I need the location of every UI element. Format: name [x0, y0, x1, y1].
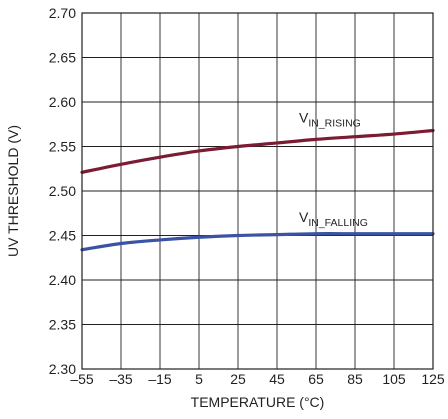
- x-tick-label: –15: [148, 371, 172, 387]
- series-line-vin-falling: [80, 232, 435, 252]
- y-tick-label: 2.65: [49, 50, 76, 66]
- y-tick-label: 2.35: [49, 317, 76, 333]
- y-tick-label: 2.70: [49, 5, 76, 21]
- x-tick-label: –55: [70, 371, 94, 387]
- y-axis-title: UV THRESHOLD (V): [5, 125, 21, 257]
- series-label-vin-rising: VIN_RISING: [299, 109, 361, 129]
- y-tick-label: 2.30: [49, 361, 76, 377]
- series-label-vin-falling: VIN_FALLING: [299, 209, 368, 229]
- x-tick-label: 5: [195, 371, 203, 387]
- x-tick-label: –35: [109, 371, 133, 387]
- x-tick-label: 45: [269, 371, 285, 387]
- y-tick-label: 2.40: [49, 272, 76, 288]
- series-lines: [80, 128, 435, 252]
- x-tick-label: 25: [230, 371, 246, 387]
- y-tick-label: 2.50: [49, 183, 76, 199]
- x-axis-title: TEMPERATURE (°C): [191, 394, 325, 410]
- x-tick-label: 105: [382, 371, 406, 387]
- series-label-vin-falling-main: V: [299, 209, 309, 225]
- y-tick-labels: 2.30 2.35 2.40 2.45 2.50 2.55 2.60 2.65 2.70: [49, 5, 76, 377]
- series-label-vin-rising-main: V: [299, 109, 309, 125]
- y-tick-label: 2.45: [49, 228, 76, 244]
- series-label-vin-falling-sub: IN_FALLING: [308, 217, 368, 229]
- x-tick-labels: –55 –35 –15 5 25 45 65 85 105 125: [70, 371, 445, 387]
- plot-frame: [81, 12, 434, 370]
- x-tick-label: 125: [421, 371, 445, 387]
- x-tick-label: 85: [347, 371, 363, 387]
- x-tick-label: 65: [308, 371, 324, 387]
- series-line-vin-rising: [80, 128, 435, 174]
- y-tick-label: 2.55: [49, 139, 76, 155]
- grid: [82, 13, 433, 369]
- series-label-vin-rising-sub: IN_RISING: [308, 117, 361, 129]
- y-tick-label: 2.60: [49, 94, 76, 110]
